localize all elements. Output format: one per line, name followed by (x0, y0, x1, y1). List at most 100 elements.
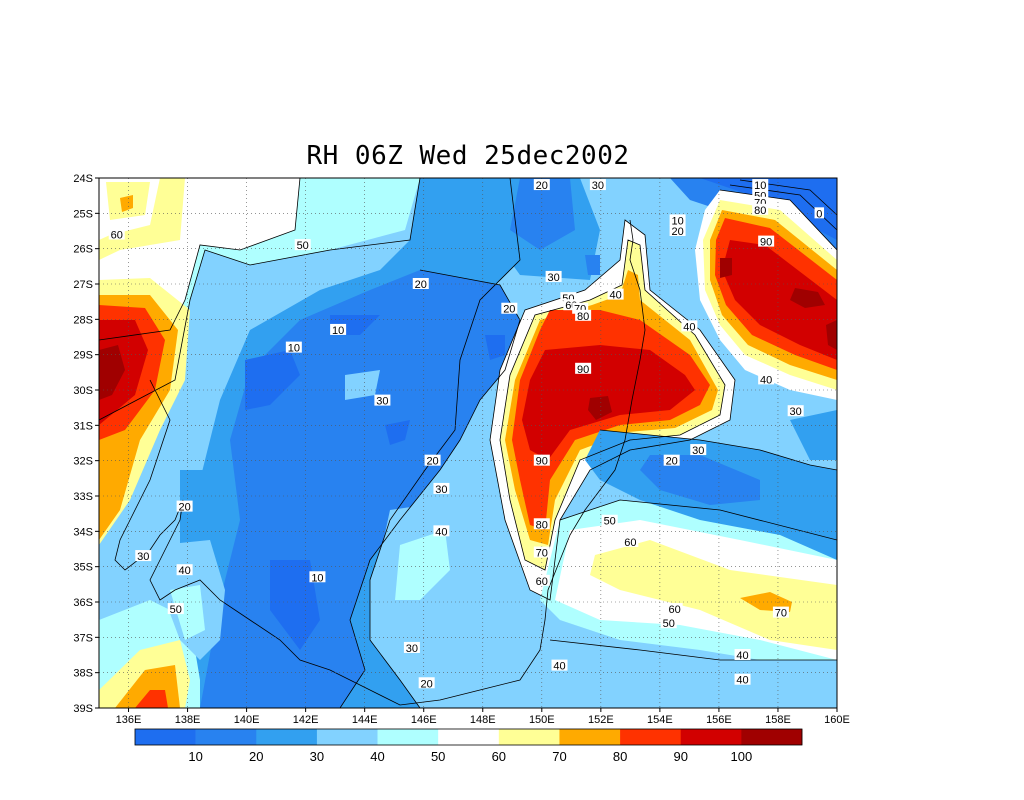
x-tick-label: 148E (470, 714, 496, 726)
contour-label: 40 (760, 374, 772, 386)
contour-label-bg (660, 617, 677, 629)
contour-label: 60 (536, 576, 548, 588)
contour-label-bg (167, 603, 184, 615)
contour-label: 30 (547, 272, 559, 284)
contour-label-bg (551, 659, 568, 671)
contour-label: 10 (311, 572, 323, 584)
contour-label-bg (666, 603, 683, 615)
contour-label: 80 (754, 205, 766, 217)
rh-band-10-20 (385, 420, 410, 445)
rh-band-40-50 (345, 370, 380, 400)
colorbar-label: 80 (613, 749, 627, 764)
contour-label: 50 (170, 604, 182, 616)
contour-label: 30 (435, 484, 447, 496)
contour-label: 90 (536, 456, 548, 468)
contour-label: 70 (536, 548, 548, 560)
colorbar-label: 90 (673, 749, 687, 764)
contour-label-bg (330, 323, 347, 335)
y-tick-label: 39S (73, 703, 93, 715)
contour-label: 60 (624, 537, 636, 549)
contour-label: 30 (406, 643, 418, 655)
y-tick-label: 26S (73, 244, 93, 256)
colorbar-swatch (498, 729, 560, 745)
contour-label: 70 (775, 608, 787, 620)
contour-label: 60 (111, 230, 123, 242)
colorbar-swatch (316, 729, 378, 745)
contour-label-bg (533, 179, 550, 191)
rh-band-100-plus (790, 288, 825, 308)
y-tick-label: 25S (73, 208, 93, 220)
contour-label-bg (294, 239, 311, 251)
contour-label: 20 (671, 226, 683, 238)
y-tick-label: 27S (73, 279, 93, 291)
contour-label: 30 (592, 180, 604, 192)
contour-label-bg (669, 225, 686, 236)
contour-label-bg (607, 288, 624, 300)
contour-label: 30 (376, 396, 388, 408)
contour-label-bg (424, 454, 441, 466)
contour-label: 20 (666, 456, 678, 468)
contour-label-bg (418, 677, 435, 689)
contour-label: 20 (536, 180, 548, 192)
contour-label-bg (758, 235, 775, 247)
contour-label: 0 (816, 208, 822, 220)
contour-label: 80 (536, 519, 548, 531)
x-tick-label: 146E (411, 714, 437, 726)
contour-label: 50 (297, 240, 309, 252)
contour-label-bg (108, 228, 125, 240)
contour-label-bg (681, 320, 698, 332)
rh-band-40-50 (550, 640, 837, 708)
contour-label: 40 (736, 650, 748, 662)
rh-band-100-plus (720, 258, 732, 278)
rh-band-30-40 (180, 470, 220, 560)
y-tick-label: 38S (73, 668, 93, 680)
contour-label-bg (176, 500, 193, 512)
contour-label-bg (752, 196, 769, 208)
colorbar-swatch (135, 729, 196, 745)
contour-label: 40 (553, 661, 565, 673)
contour-label: 20 (421, 678, 433, 690)
rh-band-30-40 (790, 410, 837, 460)
contour-label-bg (135, 550, 152, 562)
contour-label-bg (589, 179, 606, 191)
contour-label-bg (433, 525, 450, 537)
filled-contours (99, 178, 837, 708)
colorbar-label: 60 (492, 749, 506, 764)
contour-label: 40 (683, 321, 695, 333)
x-tick-label: 150E (529, 714, 555, 726)
y-tick-label: 24S (73, 173, 93, 185)
y-tick-label: 35S (73, 562, 93, 574)
contour-label-bg (601, 514, 618, 526)
contour-label: 50 (663, 618, 675, 630)
contour-label-bg (533, 546, 550, 558)
contour-label: 50 (604, 516, 616, 528)
colorbar-swatch (438, 729, 500, 745)
contour-label: 40 (609, 290, 621, 302)
colorbar-swatch (620, 729, 682, 745)
contour-label-bg (309, 571, 326, 583)
rh-band-80-90 (99, 460, 118, 520)
contour-label: 60 (669, 604, 681, 616)
y-axis-ticks: 24S 25S 26S 27S 28S 29S 30S 31S 32S 33S 34S 35S 36S 3… (73, 173, 99, 715)
contour-label-bg (772, 606, 789, 618)
contour-label-bg (501, 302, 518, 314)
colorbar-swatch (741, 729, 803, 745)
x-tick-label: 136E (116, 714, 142, 726)
colorbar-swatch (195, 729, 257, 745)
rh-band-20-30 (640, 455, 760, 505)
y-tick-label: 37S (73, 632, 93, 644)
colorbar-label: 100 (731, 749, 753, 764)
rh-band-10-20 (270, 560, 320, 650)
colorbar-label: 50 (431, 749, 445, 764)
x-tick-label: 140E (234, 714, 260, 726)
contour-label-bg (545, 270, 562, 282)
contour-label-bg (412, 278, 429, 289)
x-tick-label: 156E (706, 714, 732, 726)
contour-label-bg (758, 373, 775, 385)
colorbar-label: 20 (249, 749, 263, 764)
contour-label-bg (533, 574, 550, 586)
contour-label-bg (752, 203, 769, 215)
plot-frame (98, 177, 838, 709)
contour-label-bg (690, 444, 707, 456)
